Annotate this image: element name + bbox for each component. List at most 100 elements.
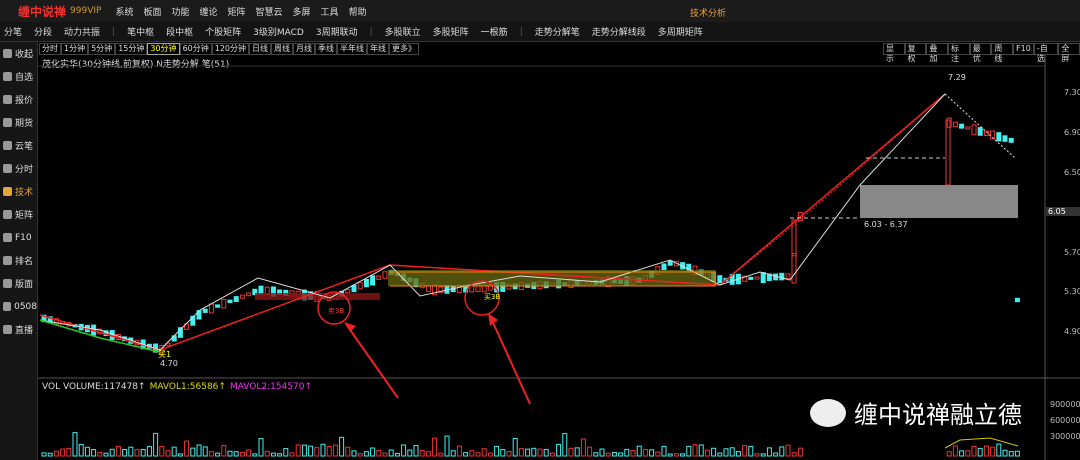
toolbar-button[interactable]: 走势分解笔 [534, 28, 580, 38]
toolbar-button[interactable]: 笔中枢 [127, 28, 155, 38]
period-tab[interactable]: 年线 [367, 43, 390, 55]
period-tab[interactable]: 季线 [315, 43, 338, 55]
period-tab[interactable]: 周线 [271, 43, 294, 55]
toolbar-button[interactable]: 分笔 [4, 28, 23, 38]
sidebar-item[interactable]: 期货 [0, 111, 37, 134]
sidebar-label: 矩阵 [15, 211, 34, 221]
toolbar-button[interactable]: 多股联立 [384, 28, 421, 38]
toolbar-button[interactable]: 多股矩阵 [432, 28, 469, 38]
volume-bar [773, 452, 779, 457]
volume-bar [252, 453, 258, 457]
volume-bar [140, 448, 146, 457]
volume-bar [401, 444, 407, 457]
icon [3, 256, 12, 265]
legend-item: MAVOL2:154570↑ [229, 382, 313, 392]
sidebar-label: 云笔 [15, 142, 34, 152]
tool-button[interactable]: F10 [1013, 43, 1034, 55]
volume-bar [704, 449, 710, 457]
candle [239, 294, 245, 299]
toolbar-button[interactable]: 一根筋 [480, 28, 508, 38]
menu-item[interactable]: 系统 [115, 7, 134, 18]
menu-item[interactable]: 帮助 [348, 7, 367, 18]
sidebar-item[interactable]: 直播 [0, 318, 37, 341]
volume-bar [264, 450, 270, 457]
sidebar-item[interactable]: 报价 [0, 88, 37, 111]
volume-bar [128, 446, 134, 457]
tool-button[interactable]: 周线 [991, 43, 1014, 63]
menu-item[interactable]: 智慧云 [255, 7, 283, 18]
period-tab[interactable]: 30分钟 [147, 43, 180, 55]
period-tab[interactable]: 60分钟 [179, 43, 212, 55]
volume-bar [103, 452, 109, 457]
sidebar-item[interactable]: 版面 [0, 272, 37, 295]
period-tab[interactable]: 1分钟 [61, 43, 89, 55]
sidebar-item[interactable]: 排名 [0, 249, 37, 272]
sidebar-item[interactable]: 自选 [0, 65, 37, 88]
highlight-circle [317, 291, 351, 325]
volume-bar [177, 453, 183, 457]
volume-bar [537, 448, 543, 457]
toolbar-button[interactable]: 分段 [34, 28, 53, 38]
current-price: 6.05 [1046, 207, 1080, 216]
sidebar-item[interactable]: F10 [0, 226, 37, 249]
menu-item[interactable]: 功能 [171, 7, 190, 18]
sidebar-item[interactable]: 0508 [0, 295, 37, 318]
candle [791, 219, 797, 284]
volume-bar [630, 449, 636, 457]
toolbar-button[interactable]: 段中枢 [166, 28, 194, 38]
volume-bar [549, 452, 555, 457]
tool-button[interactable]: 复权 [904, 43, 927, 63]
period-tab[interactable]: 分时 [39, 43, 61, 55]
toolbar-button[interactable]: 走势分解线段 [591, 28, 646, 38]
menu-item[interactable]: 缠论 [199, 7, 218, 18]
volume-bar [512, 438, 518, 457]
volume-bar [301, 444, 307, 457]
tool-button[interactable]: 最优 [969, 43, 992, 63]
volume-bar [53, 450, 59, 457]
candle [190, 315, 196, 326]
sidebar-item[interactable]: 云笔 [0, 134, 37, 157]
period-tab[interactable]: 15分钟 [115, 43, 148, 55]
period-tab[interactable]: 月线 [293, 43, 316, 55]
menu-item[interactable]: 矩阵 [227, 7, 246, 18]
trend-line [39, 319, 161, 353]
tool-button[interactable]: -自选 [1033, 43, 1059, 63]
toolbar-button[interactable]: 多周期矩阵 [657, 28, 703, 38]
highlight-circle [464, 280, 500, 316]
candle [785, 273, 791, 279]
tool-button[interactable]: 叠加 [926, 43, 949, 63]
sidebar-item[interactable]: 技术 [0, 180, 37, 203]
candle [965, 126, 971, 130]
volume-bar [308, 445, 314, 457]
tool-button[interactable]: 标注 [948, 43, 970, 63]
volume-bar [717, 452, 723, 457]
toolbar-button[interactable]: 动力共振 [64, 28, 101, 38]
sidebar-item[interactable]: 矩阵 [0, 203, 37, 226]
volume-bar [115, 445, 121, 457]
volume-bar [60, 448, 66, 457]
volume-bar [543, 448, 549, 457]
volume-bar [568, 447, 574, 457]
menu-item[interactable]: 多屏 [292, 7, 311, 18]
toolbar-button[interactable]: 3周期联动 [315, 28, 358, 38]
period-tab[interactable]: 半年线 [337, 43, 368, 55]
sidebar-item[interactable]: 分时 [0, 157, 37, 180]
period-tab[interactable]: 5分钟 [88, 43, 116, 55]
annotation: 4.70 [160, 359, 178, 368]
volume-bar [450, 450, 456, 457]
candle [227, 299, 233, 304]
volume-bar [748, 446, 754, 457]
toolbar-button[interactable]: 个股矩阵 [205, 28, 242, 38]
volume-bar [587, 446, 593, 457]
menu-item[interactable]: 工具 [320, 7, 339, 18]
volume-bar [202, 446, 208, 457]
period-tab[interactable]: 日线 [249, 43, 272, 55]
tool-button[interactable]: 显示 [883, 43, 905, 63]
toolbar-button[interactable]: 3级别MACD [253, 28, 304, 38]
volume-bar [735, 451, 741, 457]
period-tab[interactable]: 更多》 [389, 43, 420, 55]
tool-button[interactable]: 全屏 [1058, 43, 1080, 63]
menu-item[interactable]: 板面 [143, 7, 162, 18]
sidebar-item[interactable]: 收起 [0, 42, 37, 65]
period-tab[interactable]: 120分钟 [211, 43, 250, 55]
